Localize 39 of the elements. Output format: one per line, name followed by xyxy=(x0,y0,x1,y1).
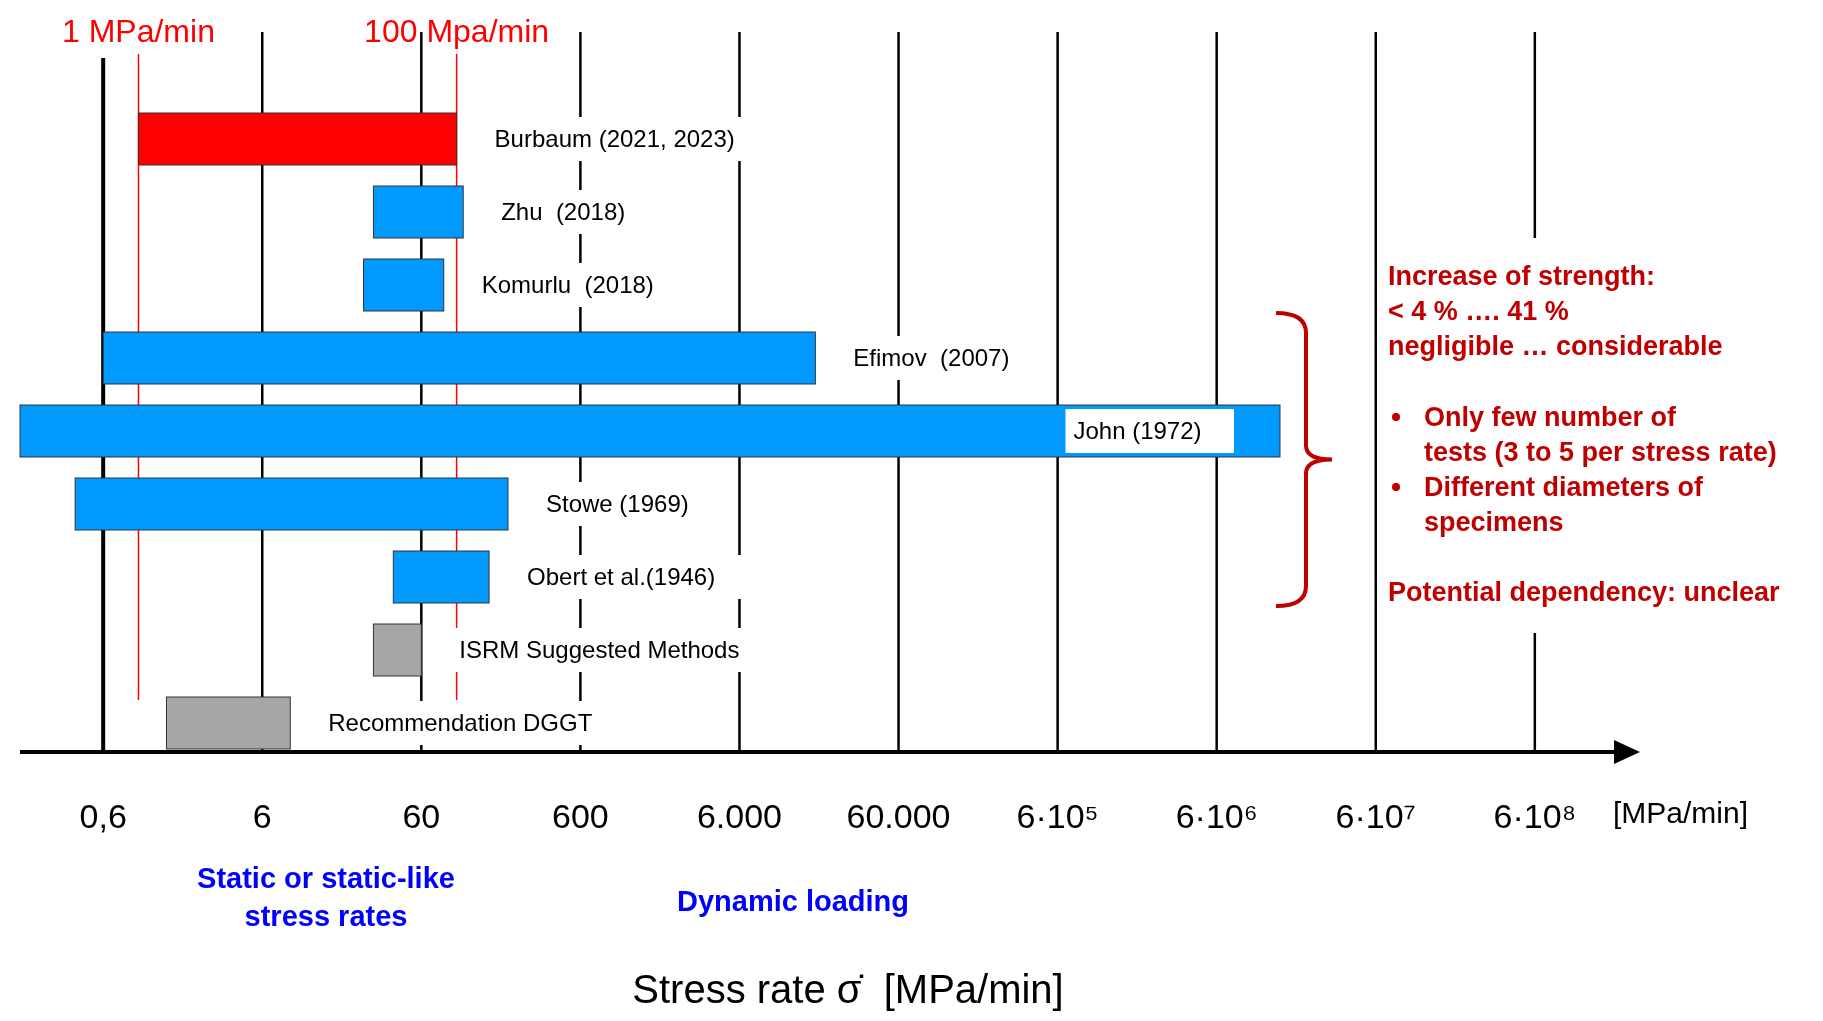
x-tick-label: 6 xyxy=(252,797,272,835)
y-tick-label: ISRM Suggested Methods xyxy=(459,636,740,663)
bar xyxy=(74,477,509,531)
x-tick-label: 600 xyxy=(552,797,609,835)
y-tick-label: Burbaum (2021, 2023) xyxy=(494,125,735,152)
bar xyxy=(102,331,816,385)
y-tick-label: Recommendation DGGT xyxy=(328,709,593,736)
y-tick-label: Stowe (1969) xyxy=(546,490,689,517)
x-tick-label: 6.000 xyxy=(696,797,783,835)
x-axis-title: Stress rate σ̇ [MPa/min] xyxy=(632,967,1064,1011)
ref-line-label: 100 Mpa/min xyxy=(364,13,550,49)
bar xyxy=(372,185,464,239)
x-tick-label: 60.000 xyxy=(846,797,951,835)
annotation: Only few number of tests (3 to 5 per stress rate) xyxy=(1424,402,1777,467)
text: [MPa/min] xyxy=(1613,796,1749,829)
x-tick-label: 6·10⁵ xyxy=(1016,797,1099,835)
x-tick-label: 6·10⁸ xyxy=(1493,797,1577,835)
x-tick-label: 0,6 xyxy=(79,797,127,835)
ref-line-label: 1 MPa/min xyxy=(62,13,215,49)
y-tick-label: Obert et al.(1946) xyxy=(527,563,716,590)
annotation: negligible … considerable xyxy=(1388,331,1723,361)
bar xyxy=(392,550,490,604)
annotation: Potential dependency: unclear xyxy=(1388,577,1781,607)
y-tick-label: John (1972) xyxy=(1073,417,1202,444)
y-tick-label: Komurlu (2018) xyxy=(481,271,654,298)
bar xyxy=(363,258,445,312)
x-tick-label: 60 xyxy=(402,797,441,835)
y-tick-label: Efimov (2007) xyxy=(853,344,1010,371)
y-tick-label: Zhu (2018) xyxy=(501,198,626,225)
annotation: Different diameters of specimens xyxy=(1424,472,1705,537)
annotation: < 4 % …. 41 % xyxy=(1388,296,1569,326)
bar xyxy=(165,696,291,750)
annotation: Increase of strength: xyxy=(1388,261,1656,291)
x-tick-label: 6·10⁷ xyxy=(1335,797,1416,835)
x-tick-label: 6·10⁶ xyxy=(1175,797,1258,835)
bar xyxy=(19,404,1281,458)
text: Static or static-like stress rates xyxy=(197,862,455,932)
text: Dynamic loading xyxy=(676,885,910,917)
bar xyxy=(372,623,422,677)
